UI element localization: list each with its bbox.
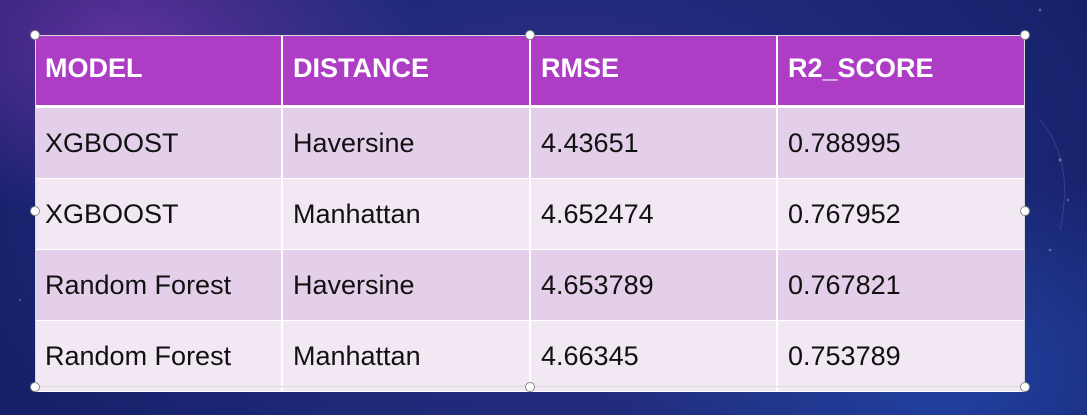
cell-model: XGBOOST — [35, 106, 283, 179]
table-header-row: MODEL DISTANCE RMSE R2_SCORE — [35, 35, 1025, 108]
table-row: Random Forest Manhattan 4.66345 0.753789 — [35, 320, 1025, 392]
table-row: XGBOOST Haversine 4.43651 0.788995 — [35, 106, 1025, 179]
table-row: XGBOOST Manhattan 4.652474 0.767952 — [35, 178, 1025, 250]
resize-handle-middle-right[interactable] — [1020, 206, 1030, 216]
cell-r2-score: 0.767821 — [777, 249, 1025, 321]
cell-distance: Haversine — [282, 106, 531, 179]
resize-handle-top-right[interactable] — [1020, 30, 1030, 40]
cell-distance: Haversine — [282, 249, 531, 321]
cell-rmse: 4.66345 — [530, 320, 778, 392]
header-r2-score: R2_SCORE — [777, 35, 1025, 108]
resize-handle-bottom-right[interactable] — [1020, 382, 1030, 392]
cell-r2-score: 0.767952 — [777, 178, 1025, 250]
cell-model: XGBOOST — [35, 178, 283, 250]
resize-handle-bottom-center[interactable] — [525, 382, 535, 392]
header-rmse: RMSE — [530, 35, 778, 108]
resize-handle-bottom-left[interactable] — [30, 382, 40, 392]
resize-handle-middle-left[interactable] — [30, 206, 40, 216]
resize-handle-top-left[interactable] — [30, 30, 40, 40]
cell-r2-score: 0.788995 — [777, 106, 1025, 179]
resize-handle-top-center[interactable] — [525, 30, 535, 40]
table-row: Random Forest Haversine 4.653789 0.76782… — [35, 249, 1025, 321]
results-table[interactable]: MODEL DISTANCE RMSE R2_SCORE XGBOOST Hav… — [35, 35, 1025, 392]
cell-distance: Manhattan — [282, 320, 531, 392]
cell-model: Random Forest — [35, 320, 283, 392]
cell-model: Random Forest — [35, 249, 283, 321]
header-distance: DISTANCE — [282, 35, 531, 108]
header-model: MODEL — [35, 35, 283, 108]
cell-rmse: 4.652474 — [530, 178, 778, 250]
cell-distance: Manhattan — [282, 178, 531, 250]
cell-r2-score: 0.753789 — [777, 320, 1025, 392]
cell-rmse: 4.43651 — [530, 106, 778, 179]
cell-rmse: 4.653789 — [530, 249, 778, 321]
